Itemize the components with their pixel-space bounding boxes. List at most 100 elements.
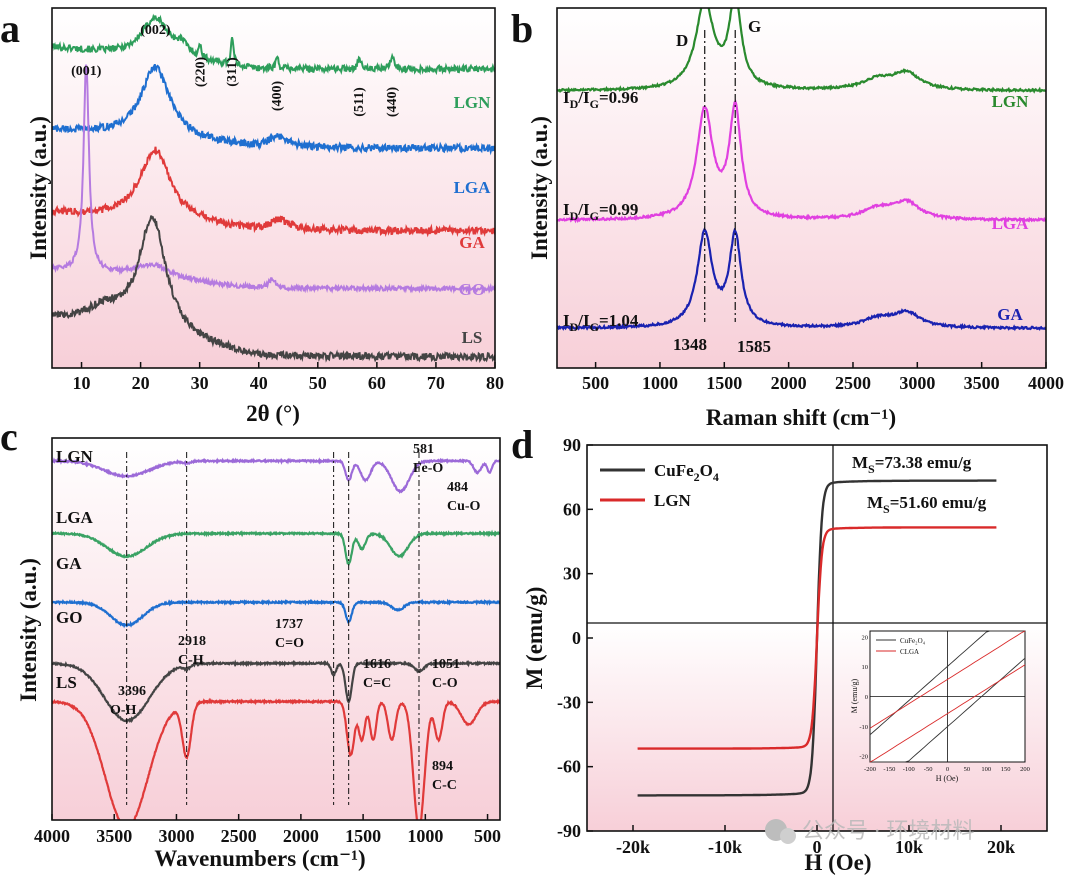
band-assignment: C-C <box>432 778 457 793</box>
inset-x-tick-label: -150 <box>883 766 895 773</box>
peak-label: (001) <box>71 64 102 79</box>
panel-d-xlabel: H (Oe) <box>804 850 871 875</box>
panel-b-frame <box>556 7 1047 369</box>
peak-label: (220) <box>193 57 208 88</box>
panel-d-series <box>637 479 997 797</box>
x-tick-label-d: 10k <box>895 837 923 857</box>
intensity-ratio-lgn: ID/IG=0.96 <box>563 88 638 111</box>
x-tick-label-c: 1000 <box>407 826 443 846</box>
band-label: 894 <box>432 759 453 774</box>
inset-legend-label-1: CuFe₂O₄ <box>900 637 926 645</box>
peak-label: (002) <box>140 23 171 38</box>
x-tick-label-b: 4000 <box>1028 373 1064 393</box>
band-label: 1051 <box>432 657 460 672</box>
inset-y-tick-label: -10 <box>859 724 868 731</box>
x-tick-label-a: 70 <box>427 373 445 393</box>
x-tick-label-c: 4000 <box>34 826 70 846</box>
band-d-label: D <box>676 31 688 50</box>
band-g-label: G <box>748 17 761 36</box>
inset-y-tick-label: -20 <box>859 754 868 761</box>
panel-b-letter: b <box>511 6 533 51</box>
panel-b: 500 1000 1500 2000 2500 3000 3500 4000 LGN ID/IG… <box>511 6 1064 430</box>
band-label: 3396 <box>118 684 146 699</box>
inset-x-tick-label: -100 <box>903 766 915 773</box>
x-tick-label-a: 60 <box>368 373 386 393</box>
y-tick-label-d: 30 <box>563 564 581 584</box>
peak-label-1585: 1585 <box>737 337 771 356</box>
panel-c-annotations: 3396 O-H 2918 C-H 1737 C=O 1616 C=C 1051 C-O 894 C-… <box>110 442 481 793</box>
series-label-lgn: LGN <box>454 93 492 112</box>
panel-a-ylabel: Intensity (a.u.) <box>26 116 51 260</box>
inset-x-tick-label: 0 <box>946 766 949 773</box>
raman-line-lga <box>557 99 1046 224</box>
x-tick-label-d: 20k <box>987 837 1015 857</box>
inset-x-tick-label: 150 <box>1001 766 1011 773</box>
panel-d-ticks: -20k -10k 0 10k 20k -90 -60 -30 0 30 60 90 <box>557 435 1015 857</box>
band-assignment: C-H <box>178 653 204 668</box>
xrd-line-go <box>52 64 495 295</box>
panel-c-reference-lines <box>126 452 420 805</box>
inset-x-tick-label: 50 <box>964 766 971 773</box>
x-tick-label-c: 1500 <box>345 826 381 846</box>
band-assignment: C=O <box>275 636 304 651</box>
panel-a-background <box>52 8 495 368</box>
x-tick-label-d: -10k <box>708 837 742 857</box>
panel-a-annotations: (001) (002) (220) (311) (400) (511) (440) <box>71 23 400 117</box>
band-assignment: C=C <box>363 676 391 691</box>
panel-b-ylabel: Intensity (a.u.) <box>527 116 552 260</box>
x-tick-label-a: 10 <box>73 373 91 393</box>
panel-d-ylabel: M (emu/g) <box>522 587 547 690</box>
series-label-lgn: LGN <box>992 92 1030 111</box>
panel-d-letter: d <box>511 422 533 467</box>
band-assignment: O-H <box>110 703 137 718</box>
inset-x-tick-label: 200 <box>1020 766 1030 773</box>
inset-y-tick-label: 20 <box>862 634 869 641</box>
panel-d-legend: CuFe2O4 LGN <box>600 461 719 510</box>
series-label-ls: LS <box>56 673 77 692</box>
series-label-go: GO <box>459 280 485 299</box>
x-tick-label-a: 40 <box>250 373 268 393</box>
inset-series <box>869 630 1026 763</box>
x-tick-label-d: -20k <box>616 837 650 857</box>
y-tick-label-d: -90 <box>557 821 581 841</box>
peak-label: (311) <box>225 57 240 87</box>
series-label-ga: GA <box>459 233 485 252</box>
x-tick-label-a: 30 <box>191 373 209 393</box>
inset-xlabel: H (Oe) <box>936 774 959 783</box>
x-tick-label-b: 1500 <box>706 373 742 393</box>
band-label: 484 <box>447 480 468 495</box>
ms-lgn-label: MS=51.60 emu/g <box>867 493 987 516</box>
band-assignment: Cu-O <box>447 499 481 514</box>
peak-label: (511) <box>352 87 367 117</box>
watermark-text: 公众号 · 环境材料 <box>802 818 974 843</box>
band-label: 1616 <box>363 657 391 672</box>
panel-b-reference-lines <box>704 30 736 322</box>
panel-b-series <box>557 8 1046 332</box>
inset-loop-branch <box>869 664 1026 763</box>
panel-c: 4000 3500 3000 2500 2000 1500 1000 500 LGN LGA GA… <box>0 414 501 871</box>
series-label-ga: GA <box>997 305 1023 324</box>
x-tick-label-b: 3500 <box>964 373 1000 393</box>
band-assignment: Fe-O <box>413 461 443 476</box>
band-label: 581 <box>413 442 434 457</box>
y-tick-label-d: 90 <box>563 435 581 455</box>
series-label-go: GO <box>56 608 82 627</box>
x-tick-label-a: 20 <box>132 373 150 393</box>
xrd-line-lga <box>52 64 495 156</box>
inset-ylabel: M (emu/g) <box>850 678 859 713</box>
wechat-icon-small <box>780 828 796 844</box>
panel-c-frame <box>51 437 501 821</box>
panel-a-x-ticks: 10 20 30 40 50 60 70 80 <box>73 362 504 393</box>
x-tick-label-b: 2000 <box>771 373 807 393</box>
inset-y-tick-label: 10 <box>862 664 869 671</box>
intensity-ratio-lga: ID/IG=0.99 <box>563 200 638 223</box>
series-label-lgn: LGN <box>56 447 94 466</box>
panel-a-frame <box>51 7 496 369</box>
inset-x-tick-label: -200 <box>864 766 876 773</box>
inset-y-tick-label: 0 <box>865 694 868 701</box>
ms-cufe2o4-label: MS=73.38 emu/g <box>852 453 972 476</box>
panel-b-background <box>557 8 1046 368</box>
ftir-line-lga <box>52 529 500 567</box>
